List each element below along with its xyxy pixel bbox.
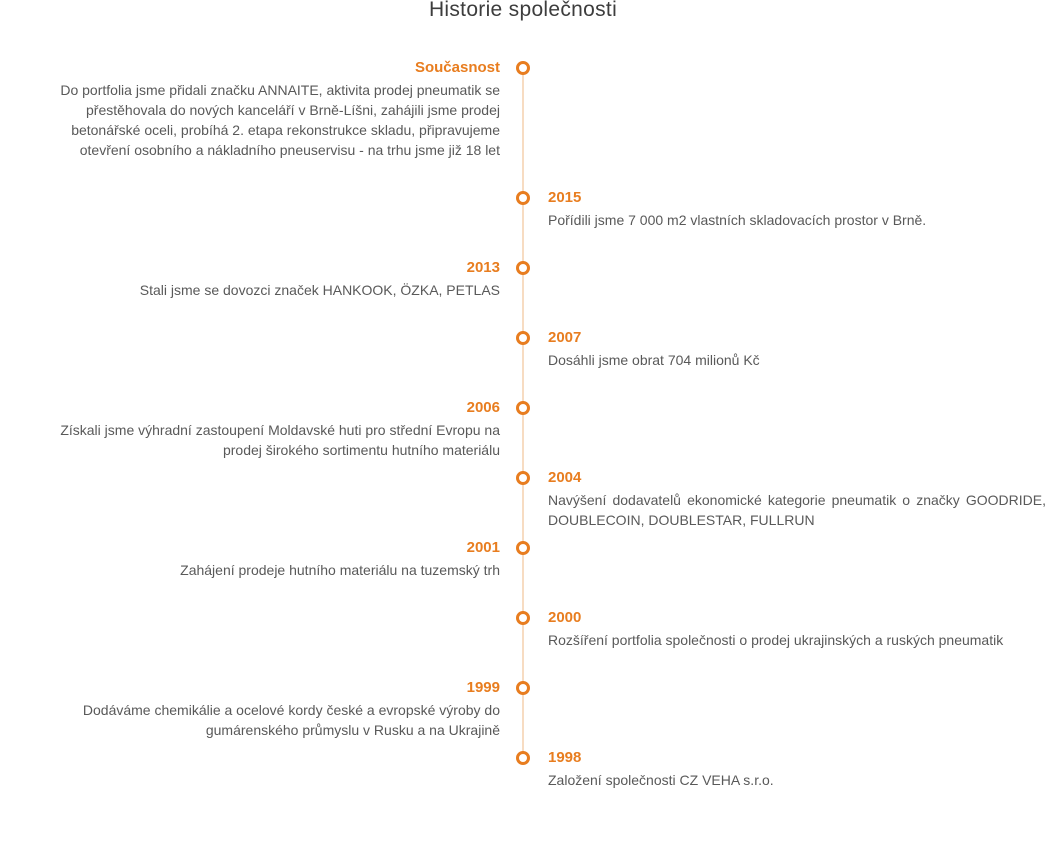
- timeline-entry-1999: 1999 Dodáváme chemikálie a ocelové kordy…: [40, 678, 500, 740]
- timeline-dot: [516, 611, 530, 625]
- entry-text: Dosáhli jsme obrat 704 milionů Kč: [548, 352, 760, 368]
- timeline-dot: [516, 471, 530, 485]
- timeline-dot: [516, 331, 530, 345]
- page-title: Historie společnosti: [428, 0, 618, 21]
- entry-year: 2007: [548, 329, 582, 346]
- timeline-dot: [516, 191, 530, 205]
- entry-text: Založení společnosti CZ VEHA s.r.o.: [548, 772, 774, 788]
- timeline-dot: [516, 61, 530, 75]
- timeline-dot: [516, 401, 530, 415]
- timeline-entry-2006: 2006 Získali jsme výhradní zastoupení Mo…: [40, 398, 500, 460]
- entry-year: 2015: [548, 189, 582, 206]
- timeline-entry-soucasnost: Současnost Do portfolia jsme přidali zna…: [40, 58, 500, 160]
- entry-text: Dodáváme chemikálie a ocelové kordy česk…: [82, 702, 500, 738]
- entry-year: 2004: [548, 469, 582, 486]
- entry-text: Stali jsme se dovozci značek HANKOOK, ÖZ…: [139, 282, 500, 298]
- entry-text: Získali jsme výhradní zastoupení Moldavs…: [60, 422, 500, 458]
- entry-year: 1999: [466, 679, 500, 696]
- entry-year: Současnost: [414, 59, 500, 76]
- timeline-entry-2001: 2001 Zahájení prodeje hutního materiálu …: [40, 538, 500, 580]
- timeline-dot: [516, 261, 530, 275]
- timeline-dot: [516, 541, 530, 555]
- timeline-dot: [516, 681, 530, 695]
- timeline-entry-2015: 2015 Pořídili jsme 7 000 m2 vlastních sk…: [548, 188, 1046, 230]
- entry-text: Navýšení dodavatelů ekonomické kategorie…: [548, 492, 1046, 528]
- entry-text: Pořídili jsme 7 000 m2 vlastních skladov…: [548, 212, 927, 228]
- timeline-dot: [516, 751, 530, 765]
- timeline-entry-2007: 2007 Dosáhli jsme obrat 704 milionů Kč: [548, 328, 1046, 370]
- entry-text: Rozšíření portfolia společnosti o prodej…: [548, 632, 1004, 648]
- timeline-entry-2004: 2004 Navýšení dodavatelů ekonomické kate…: [548, 468, 1046, 530]
- entry-year: 2000: [548, 609, 582, 626]
- entry-year: 1998: [548, 749, 582, 766]
- entry-text: Do portfolia jsme přidali značku ANNAITE…: [60, 82, 500, 158]
- entry-year: 2006: [466, 399, 500, 416]
- timeline-entry-2013: 2013 Stali jsme se dovozci značek HANKOO…: [40, 258, 500, 300]
- entry-year: 2013: [466, 259, 500, 276]
- timeline-entry-2000: 2000 Rozšíření portfolia společnosti o p…: [548, 608, 1046, 650]
- entry-year: 2001: [466, 539, 500, 556]
- entry-text: Zahájení prodeje hutního materiálu na tu…: [180, 562, 500, 578]
- timeline-entry-1998: 1998 Založení společnosti CZ VEHA s.r.o.: [548, 748, 1046, 790]
